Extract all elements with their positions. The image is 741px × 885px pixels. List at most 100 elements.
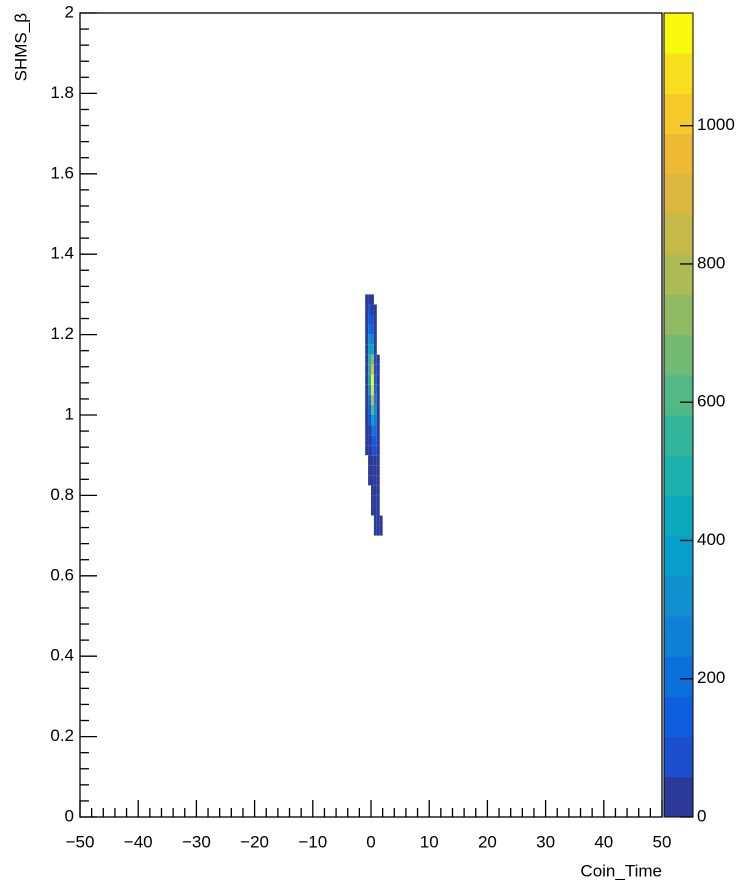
colorbar-band xyxy=(664,575,693,617)
y-tick-label: 0.6 xyxy=(50,565,74,584)
hist-cell xyxy=(373,445,377,456)
colorbar-band xyxy=(664,656,693,697)
colorbar-band xyxy=(664,334,693,376)
colorbar-band xyxy=(664,776,693,818)
hist-cell xyxy=(373,435,377,446)
colorbar-band xyxy=(664,736,693,778)
colorbar-band xyxy=(664,616,693,657)
hist-cell xyxy=(368,314,371,325)
x-tick-label: −10 xyxy=(298,832,327,851)
hist-cell xyxy=(368,304,371,315)
hist-cell xyxy=(371,415,374,426)
hist-cell xyxy=(368,445,371,456)
hist-cell xyxy=(376,485,380,496)
x-tick-label: −20 xyxy=(240,832,269,851)
hist-cell xyxy=(371,435,374,446)
x-tick-label: −50 xyxy=(66,832,95,851)
colorbar-tick-label: 1000 xyxy=(697,115,735,134)
hist-cell xyxy=(365,415,369,426)
colorbar-tick-label: 0 xyxy=(697,806,706,825)
hist-cell xyxy=(371,465,374,476)
colorbar-band xyxy=(664,696,693,738)
hist-cell xyxy=(371,384,374,395)
hist-cell xyxy=(368,404,371,415)
hist-cell xyxy=(371,505,374,516)
x-tick-label: 40 xyxy=(594,832,613,851)
hist-cell xyxy=(376,425,380,436)
hist-cell xyxy=(371,425,374,436)
hist-cell xyxy=(376,394,380,405)
hist-cell xyxy=(368,425,371,436)
hist-cell xyxy=(368,364,371,375)
hist-cell xyxy=(373,455,377,466)
hist-cell xyxy=(373,425,377,436)
hist-cell xyxy=(365,344,369,355)
y-tick-label: 1.4 xyxy=(50,244,74,263)
hist-cell xyxy=(373,324,377,335)
hist-cell xyxy=(368,294,371,305)
hist-cell xyxy=(376,384,380,395)
colorbar-band xyxy=(664,173,693,215)
x-tick-label: 0 xyxy=(366,832,375,851)
hist-cell xyxy=(373,304,377,315)
hist-cell xyxy=(365,404,369,415)
hist-cell xyxy=(376,475,380,486)
hist-cell xyxy=(371,374,374,385)
colorbar-band xyxy=(664,254,693,295)
hist-cell xyxy=(371,334,374,345)
hist-cell xyxy=(376,415,380,426)
hist-cell xyxy=(368,455,371,466)
hist-cell xyxy=(365,394,369,405)
x-tick-label: −30 xyxy=(182,832,211,851)
y-tick-label: 1.8 xyxy=(50,83,74,102)
y-tick-label: 2 xyxy=(65,2,74,21)
hist-cell xyxy=(368,324,371,335)
hist-cell xyxy=(373,344,377,355)
colorbar-band xyxy=(664,415,693,456)
hist-cell xyxy=(365,425,369,436)
hist-cell xyxy=(365,294,369,305)
hist-cell xyxy=(365,374,369,385)
hist-cell xyxy=(376,445,380,456)
hist-cell xyxy=(373,354,377,365)
hist-cell xyxy=(368,415,371,426)
hist-cell xyxy=(373,475,377,486)
y-tick-label: 1.6 xyxy=(50,163,74,182)
hist-cell xyxy=(371,364,374,375)
hist-cell xyxy=(368,394,371,405)
hist-cell xyxy=(371,455,374,466)
hist-cell xyxy=(373,495,377,506)
hist-cell xyxy=(373,485,377,496)
hist-cell xyxy=(376,515,380,526)
hist-cell xyxy=(373,334,377,345)
hist-cell xyxy=(365,435,369,446)
hist-cell xyxy=(371,314,374,325)
colorbar-band xyxy=(664,93,693,135)
y-tick-label: 0.4 xyxy=(50,646,74,665)
hist-cell xyxy=(368,334,371,345)
hist-cell xyxy=(365,445,369,456)
hist-cell xyxy=(371,485,374,496)
hist-cell xyxy=(365,324,369,335)
y-tick-label: 1.2 xyxy=(50,324,74,343)
hist-cell xyxy=(368,344,371,355)
colorbar-band xyxy=(664,13,693,54)
hist-cell xyxy=(373,415,377,426)
y-tick-label: 1 xyxy=(65,404,74,423)
hist-cell xyxy=(376,435,380,446)
hist-cell xyxy=(368,354,371,365)
hist-cell xyxy=(376,465,380,476)
hist-cell xyxy=(365,304,369,315)
colorbar-tick-label: 800 xyxy=(697,253,725,272)
hist-cell xyxy=(373,465,377,476)
hist-cell xyxy=(368,374,371,385)
hist-cell xyxy=(376,455,380,466)
hist-cell xyxy=(368,384,371,395)
colorbar-tick-label: 200 xyxy=(697,668,725,687)
hist-cell xyxy=(371,475,374,486)
hist-cell xyxy=(373,374,377,385)
hist-cell xyxy=(371,304,374,315)
hist-cell xyxy=(371,324,374,335)
hist-cell xyxy=(376,354,380,365)
